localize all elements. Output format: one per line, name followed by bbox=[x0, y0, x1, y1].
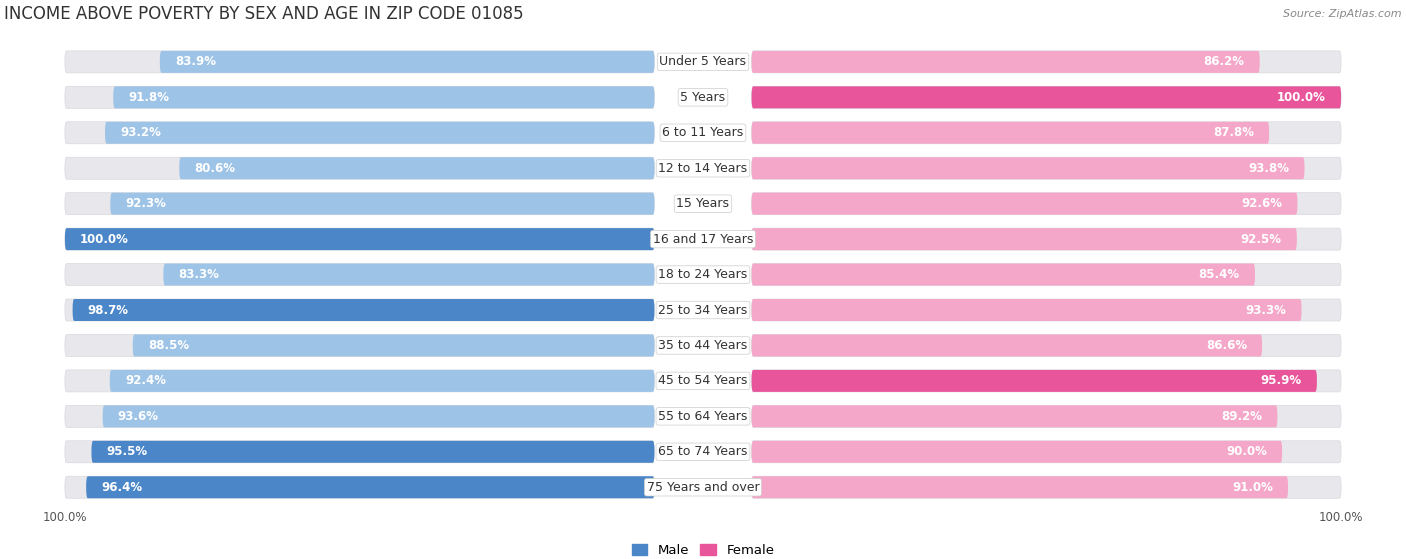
Text: INCOME ABOVE POVERTY BY SEX AND AGE IN ZIP CODE 01085: INCOME ABOVE POVERTY BY SEX AND AGE IN Z… bbox=[4, 5, 524, 23]
FancyBboxPatch shape bbox=[752, 228, 1296, 250]
FancyBboxPatch shape bbox=[65, 264, 654, 286]
FancyBboxPatch shape bbox=[65, 405, 654, 427]
Text: 90.0%: 90.0% bbox=[1226, 446, 1267, 458]
Text: 93.6%: 93.6% bbox=[118, 410, 159, 423]
Text: 6 to 11 Years: 6 to 11 Years bbox=[662, 126, 744, 139]
Text: 75 Years and over: 75 Years and over bbox=[647, 481, 759, 494]
FancyBboxPatch shape bbox=[65, 193, 654, 215]
Text: 100.0%: 100.0% bbox=[80, 233, 129, 245]
FancyBboxPatch shape bbox=[752, 476, 1341, 498]
FancyBboxPatch shape bbox=[86, 476, 654, 498]
Text: 95.9%: 95.9% bbox=[1261, 375, 1302, 387]
FancyBboxPatch shape bbox=[65, 86, 654, 108]
FancyBboxPatch shape bbox=[752, 86, 1341, 108]
FancyBboxPatch shape bbox=[752, 299, 1341, 321]
Text: 85.4%: 85.4% bbox=[1199, 268, 1240, 281]
Text: 25 to 34 Years: 25 to 34 Years bbox=[658, 304, 748, 316]
FancyBboxPatch shape bbox=[65, 228, 654, 250]
FancyBboxPatch shape bbox=[110, 370, 654, 392]
Text: 100.0%: 100.0% bbox=[1277, 91, 1326, 104]
FancyBboxPatch shape bbox=[110, 193, 654, 215]
Text: 92.3%: 92.3% bbox=[125, 197, 166, 210]
FancyBboxPatch shape bbox=[752, 193, 1341, 215]
Legend: Male, Female: Male, Female bbox=[626, 538, 780, 559]
FancyBboxPatch shape bbox=[65, 228, 654, 250]
FancyBboxPatch shape bbox=[180, 157, 654, 179]
Text: 92.6%: 92.6% bbox=[1241, 197, 1282, 210]
FancyBboxPatch shape bbox=[752, 334, 1341, 357]
Text: 86.6%: 86.6% bbox=[1206, 339, 1247, 352]
FancyBboxPatch shape bbox=[752, 370, 1317, 392]
Text: 15 Years: 15 Years bbox=[676, 197, 730, 210]
FancyBboxPatch shape bbox=[752, 157, 1341, 179]
Text: 5 Years: 5 Years bbox=[681, 91, 725, 104]
FancyBboxPatch shape bbox=[105, 122, 654, 144]
FancyBboxPatch shape bbox=[65, 51, 654, 73]
Text: 95.5%: 95.5% bbox=[107, 446, 148, 458]
Text: 83.3%: 83.3% bbox=[179, 268, 219, 281]
Text: 18 to 24 Years: 18 to 24 Years bbox=[658, 268, 748, 281]
Text: 100.0%: 100.0% bbox=[1319, 511, 1364, 524]
Text: 83.9%: 83.9% bbox=[174, 55, 217, 68]
Text: 65 to 74 Years: 65 to 74 Years bbox=[658, 446, 748, 458]
Text: 55 to 64 Years: 55 to 64 Years bbox=[658, 410, 748, 423]
Text: 35 to 44 Years: 35 to 44 Years bbox=[658, 339, 748, 352]
FancyBboxPatch shape bbox=[65, 157, 654, 179]
FancyBboxPatch shape bbox=[132, 334, 654, 357]
FancyBboxPatch shape bbox=[752, 122, 1270, 144]
FancyBboxPatch shape bbox=[65, 122, 654, 144]
Text: 87.8%: 87.8% bbox=[1213, 126, 1254, 139]
FancyBboxPatch shape bbox=[65, 476, 654, 498]
FancyBboxPatch shape bbox=[103, 405, 654, 427]
FancyBboxPatch shape bbox=[752, 405, 1341, 427]
FancyBboxPatch shape bbox=[752, 51, 1341, 73]
FancyBboxPatch shape bbox=[752, 51, 1260, 73]
FancyBboxPatch shape bbox=[752, 193, 1298, 215]
FancyBboxPatch shape bbox=[91, 441, 654, 463]
Text: 16 and 17 Years: 16 and 17 Years bbox=[652, 233, 754, 245]
Text: 93.3%: 93.3% bbox=[1246, 304, 1286, 316]
FancyBboxPatch shape bbox=[65, 334, 654, 357]
FancyBboxPatch shape bbox=[752, 441, 1282, 463]
Text: 91.0%: 91.0% bbox=[1232, 481, 1272, 494]
FancyBboxPatch shape bbox=[752, 228, 1341, 250]
FancyBboxPatch shape bbox=[752, 405, 1278, 427]
Text: 92.4%: 92.4% bbox=[125, 375, 166, 387]
FancyBboxPatch shape bbox=[752, 299, 1302, 321]
FancyBboxPatch shape bbox=[752, 476, 1288, 498]
FancyBboxPatch shape bbox=[65, 299, 654, 321]
FancyBboxPatch shape bbox=[65, 370, 654, 392]
Text: 92.5%: 92.5% bbox=[1240, 233, 1282, 245]
Text: 98.7%: 98.7% bbox=[87, 304, 129, 316]
FancyBboxPatch shape bbox=[752, 264, 1256, 286]
FancyBboxPatch shape bbox=[752, 334, 1263, 357]
Text: Under 5 Years: Under 5 Years bbox=[659, 55, 747, 68]
Text: 86.2%: 86.2% bbox=[1204, 55, 1244, 68]
FancyBboxPatch shape bbox=[65, 441, 654, 463]
Text: 91.8%: 91.8% bbox=[128, 91, 170, 104]
FancyBboxPatch shape bbox=[752, 86, 1341, 108]
Text: 45 to 54 Years: 45 to 54 Years bbox=[658, 375, 748, 387]
Text: Source: ZipAtlas.com: Source: ZipAtlas.com bbox=[1284, 9, 1402, 19]
Text: 89.2%: 89.2% bbox=[1222, 410, 1263, 423]
Text: 80.6%: 80.6% bbox=[194, 162, 235, 175]
Text: 88.5%: 88.5% bbox=[148, 339, 188, 352]
FancyBboxPatch shape bbox=[163, 264, 654, 286]
FancyBboxPatch shape bbox=[752, 122, 1341, 144]
FancyBboxPatch shape bbox=[752, 441, 1341, 463]
Text: 96.4%: 96.4% bbox=[101, 481, 142, 494]
FancyBboxPatch shape bbox=[160, 51, 654, 73]
FancyBboxPatch shape bbox=[752, 157, 1305, 179]
FancyBboxPatch shape bbox=[73, 299, 654, 321]
Text: 93.8%: 93.8% bbox=[1249, 162, 1289, 175]
Text: 12 to 14 Years: 12 to 14 Years bbox=[658, 162, 748, 175]
FancyBboxPatch shape bbox=[752, 370, 1341, 392]
Text: 100.0%: 100.0% bbox=[42, 511, 87, 524]
FancyBboxPatch shape bbox=[114, 86, 654, 108]
Text: 93.2%: 93.2% bbox=[120, 126, 162, 139]
FancyBboxPatch shape bbox=[752, 264, 1341, 286]
